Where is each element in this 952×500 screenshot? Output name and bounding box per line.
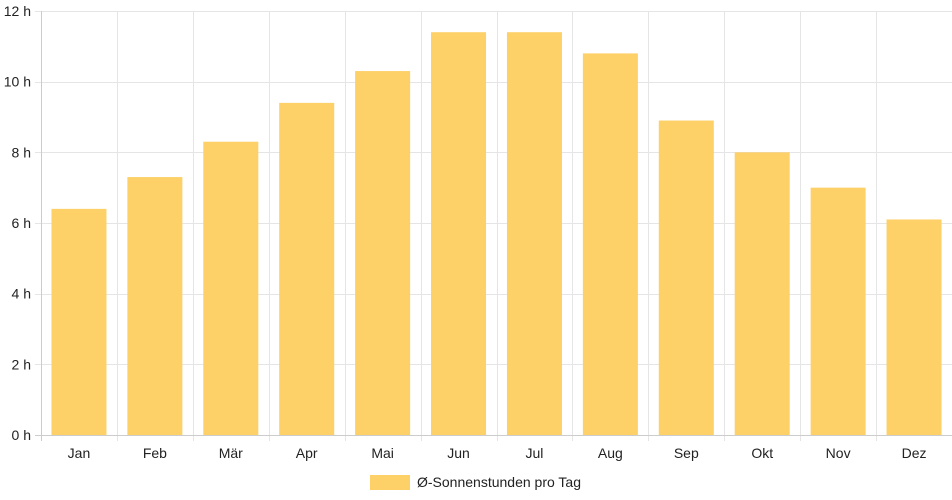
- bar-Apr[interactable]: [279, 102, 335, 435]
- bars: [51, 32, 942, 436]
- x-tick-label: Jan: [68, 445, 91, 461]
- y-tick-label: 10 h: [4, 74, 31, 90]
- x-tick-label: Jul: [526, 445, 544, 461]
- x-tick-label: Mär: [219, 445, 243, 461]
- y-tick-label: 12 h: [4, 3, 31, 19]
- y-tick-label: 2 h: [12, 356, 31, 372]
- x-tick-label: Feb: [143, 445, 167, 461]
- bar-Mär[interactable]: [203, 141, 259, 435]
- x-tick-label: Okt: [751, 445, 773, 461]
- bar-Jul[interactable]: [506, 32, 562, 435]
- bar-Jun[interactable]: [431, 32, 487, 435]
- x-tick-label: Dez: [902, 445, 927, 461]
- legend-swatch[interactable]: [370, 475, 410, 490]
- x-tick-label: Mai: [371, 445, 394, 461]
- y-tick-label: 0 h: [12, 427, 31, 443]
- bar-Mai[interactable]: [355, 71, 411, 436]
- y-tick-label: 4 h: [12, 286, 31, 302]
- x-tick-label: Apr: [296, 445, 318, 461]
- x-tick-label: Nov: [826, 445, 851, 461]
- legend-label[interactable]: Ø-Sonnenstunden pro Tag: [417, 474, 581, 490]
- axes: [35, 11, 952, 441]
- legend[interactable]: Ø-Sonnenstunden pro Tag: [370, 474, 581, 490]
- x-axis-tick-labels: Jan Feb Mär Apr Mai Jun Jul Aug Sep Okt Nov Dez: [68, 445, 927, 461]
- bar-Sep[interactable]: [658, 120, 714, 436]
- x-tick-label: Sep: [674, 445, 699, 461]
- bar-Nov[interactable]: [810, 187, 866, 435]
- x-tick-label: Aug: [598, 445, 623, 461]
- bar-Feb[interactable]: [127, 177, 183, 436]
- grid-lines: [35, 11, 952, 441]
- x-tick-label: Jun: [447, 445, 470, 461]
- bar-Aug[interactable]: [582, 53, 638, 436]
- bar-Jan[interactable]: [51, 208, 107, 435]
- y-tick-label: 6 h: [12, 215, 31, 231]
- y-tick-label: 8 h: [12, 144, 31, 160]
- y-axis-tick-labels: 0 h 2 h 4 h 6 h 8 h 10 h 12 h: [4, 3, 31, 443]
- bar-Okt[interactable]: [734, 152, 790, 436]
- bar-Dez[interactable]: [886, 219, 942, 435]
